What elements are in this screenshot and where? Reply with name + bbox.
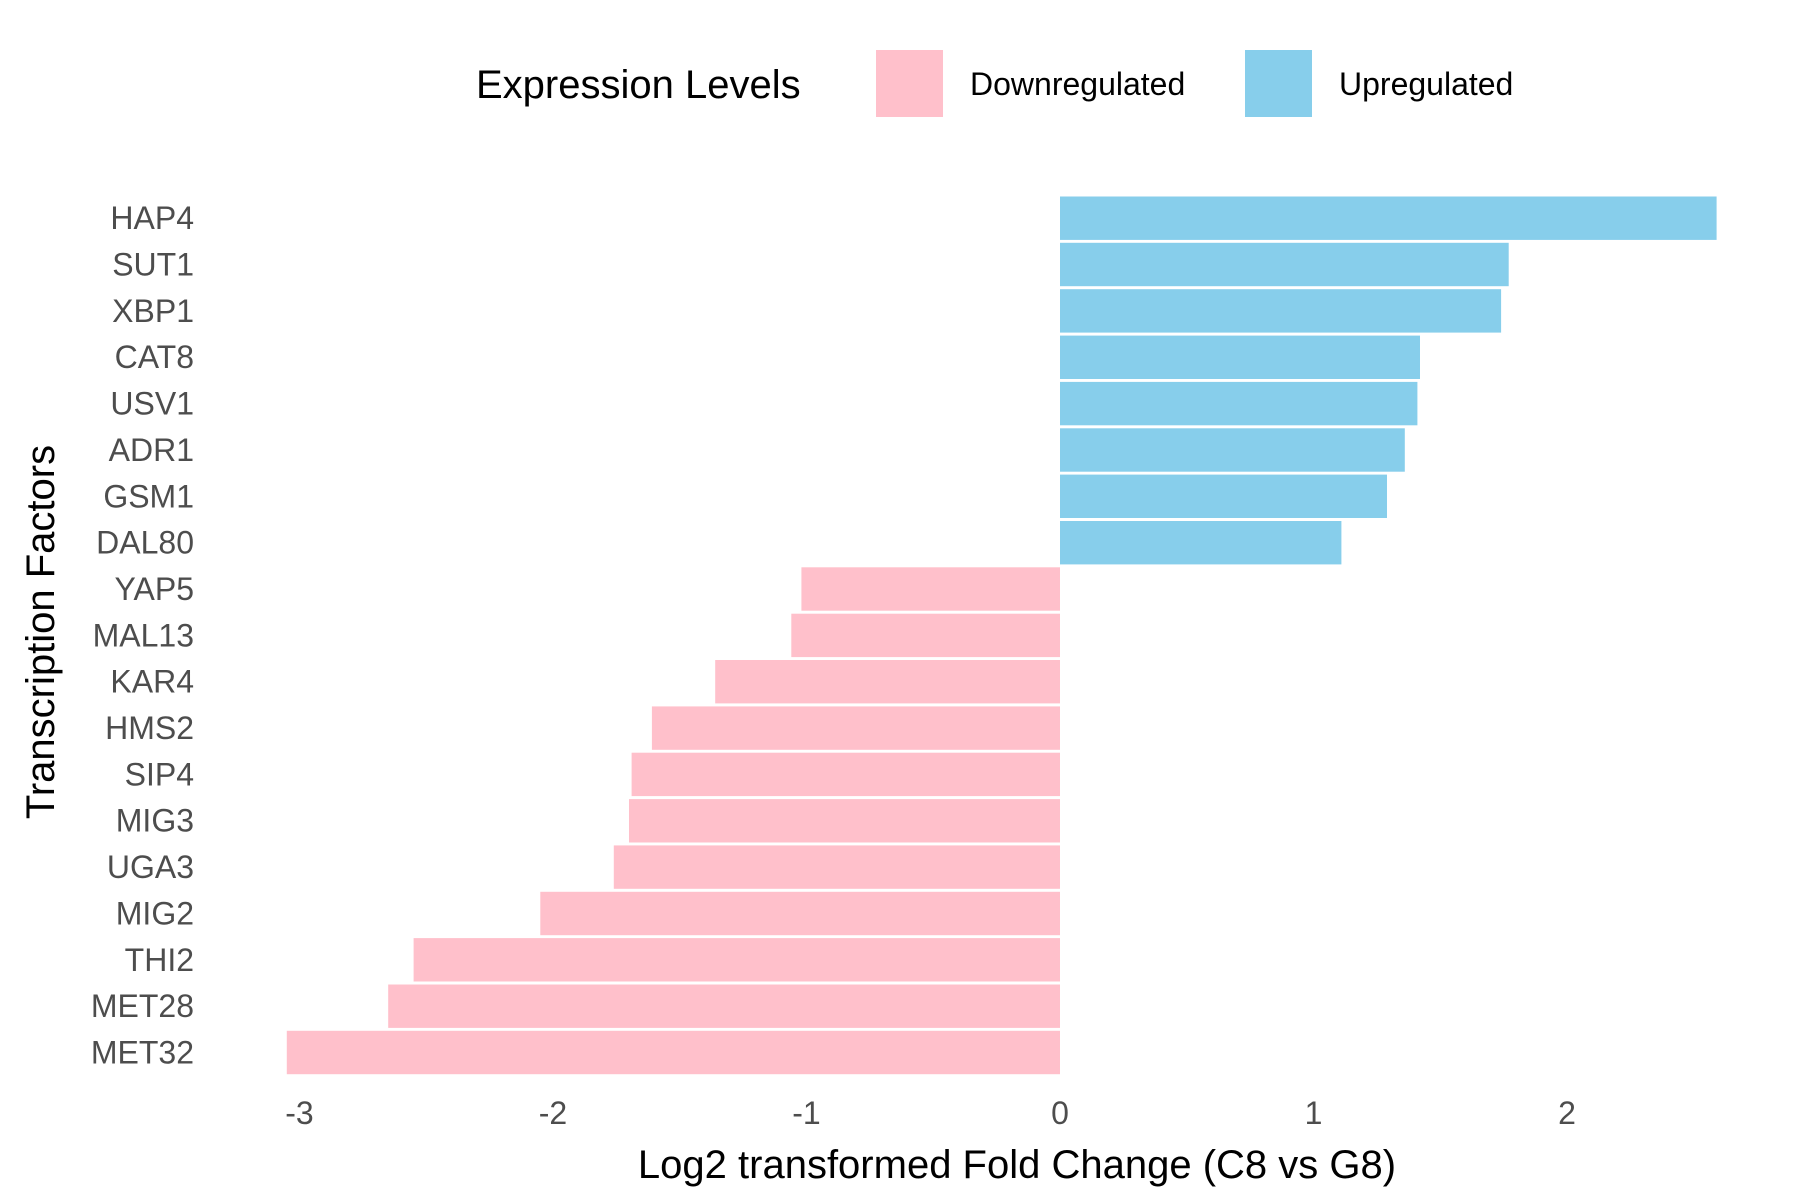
bar-mal13 — [791, 613, 1060, 658]
bar-met32 — [286, 1030, 1060, 1075]
y-tick-label-mal13: MAL13 — [93, 617, 194, 653]
bar-hms2 — [651, 706, 1060, 750]
y-tick-label-hap4: HAP4 — [110, 200, 194, 236]
y-axis-title: Transcription Factors — [19, 445, 63, 819]
legend: Expression Levels Downregulated Upregulat… — [476, 50, 1513, 117]
bar-yap5 — [801, 567, 1060, 611]
x-tick-labels: -3 -2 -1 0 1 2 — [285, 1095, 1576, 1131]
x-tick-label--3: -3 — [285, 1095, 313, 1131]
y-tick-label-sut1: SUT1 — [112, 247, 194, 283]
y-tick-label-usv1: USV1 — [110, 386, 194, 422]
bar-cat8 — [1060, 335, 1420, 379]
y-tick-label-sip4: SIP4 — [125, 756, 194, 792]
x-tick-label-1: 1 — [1305, 1095, 1323, 1131]
legend-label-downregulated: Downregulated — [970, 66, 1185, 102]
legend-key-downregulated — [876, 50, 943, 117]
bar-hap4 — [1060, 196, 1717, 240]
bar-mig2 — [540, 891, 1060, 936]
y-tick-label-kar4: KAR4 — [110, 664, 194, 700]
x-axis-title: Log2 transformed Fold Change (C8 vs G8) — [638, 1143, 1396, 1187]
x-tick-label-2: 2 — [1558, 1095, 1576, 1131]
bar-xbp1 — [1060, 289, 1502, 333]
y-tick-label-mig2: MIG2 — [116, 895, 194, 931]
y-tick-label-met28: MET28 — [91, 988, 194, 1024]
bar-thi2 — [413, 938, 1061, 982]
legend-key-upregulated — [1245, 50, 1312, 117]
y-tick-label-thi2: THI2 — [125, 942, 194, 978]
y-tick-label-cat8: CAT8 — [115, 339, 194, 375]
bar-kar4 — [715, 660, 1060, 704]
bar-adr1 — [1060, 428, 1405, 472]
bar-met28 — [388, 984, 1060, 1028]
bar-dal80 — [1060, 521, 1342, 565]
legend-label-upregulated: Upregulated — [1339, 66, 1513, 102]
y-tick-label-dal80: DAL80 — [96, 525, 194, 561]
y-tick-label-yap5: YAP5 — [115, 571, 194, 607]
legend-title: Expression Levels — [476, 63, 801, 107]
y-tick-labels: HAP4 SUT1 XBP1 CAT8 USV1 ADR1 GSM1 DAL80 YAP5 MAL… — [91, 200, 194, 1070]
x-tick-label--2: -2 — [539, 1095, 567, 1131]
x-tick-label--1: -1 — [792, 1095, 820, 1131]
y-tick-label-xbp1: XBP1 — [112, 293, 194, 329]
y-tick-label-met32: MET32 — [91, 1035, 194, 1071]
y-tick-label-adr1: ADR1 — [109, 432, 194, 468]
y-tick-label-mig3: MIG3 — [116, 803, 194, 839]
x-tick-label-0: 0 — [1051, 1095, 1069, 1131]
bar-uga3 — [613, 845, 1060, 889]
bar-usv1 — [1060, 381, 1418, 426]
bar-sut1 — [1060, 242, 1509, 287]
y-tick-label-hms2: HMS2 — [105, 710, 194, 746]
bar-sip4 — [631, 752, 1060, 797]
bars — [286, 196, 1717, 1075]
y-tick-label-gsm1: GSM1 — [103, 478, 194, 514]
bar-mig3 — [629, 799, 1060, 843]
bar-gsm1 — [1060, 474, 1387, 518]
y-tick-label-uga3: UGA3 — [107, 849, 194, 885]
